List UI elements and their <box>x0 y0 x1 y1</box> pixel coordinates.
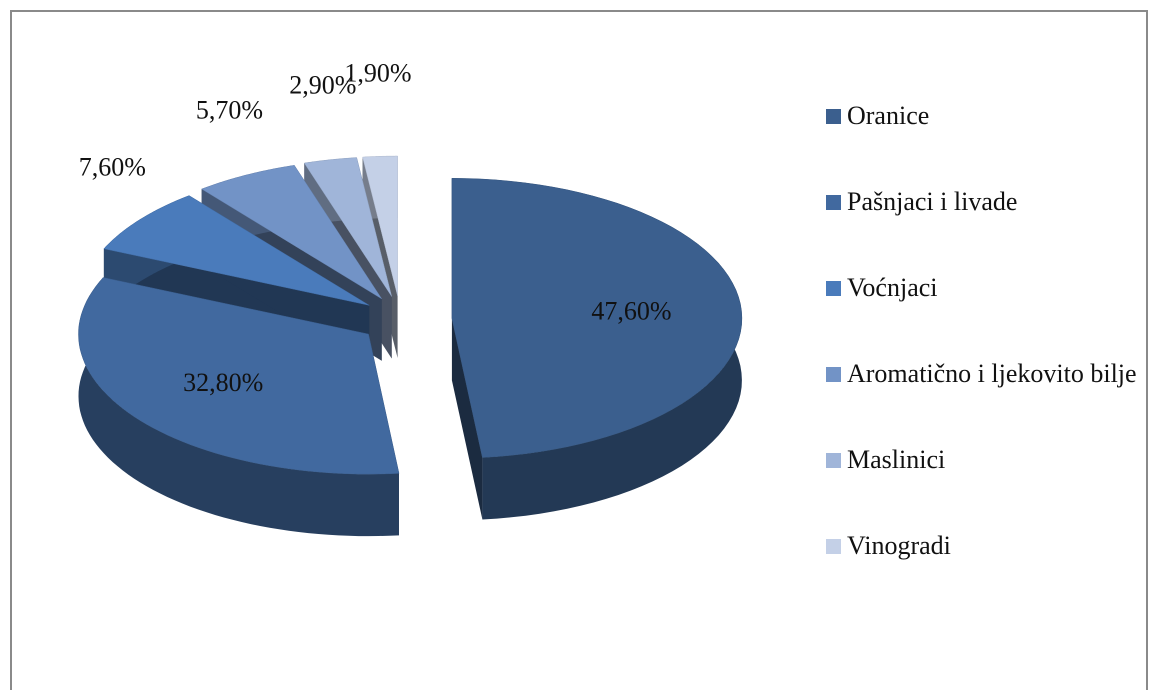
slice <box>78 277 400 475</box>
legend-swatch <box>826 109 841 124</box>
chart: 47,60% 32,80% 7,60% 5,70% 2,90%1,90% <box>78 59 743 537</box>
legend-item: Maslinici <box>826 444 1146 530</box>
legend-label: Vinogradi <box>847 531 951 560</box>
legend-swatch <box>826 453 841 468</box>
slice <box>303 157 392 297</box>
slice-outer-side <box>78 277 399 537</box>
legend-swatch <box>826 367 841 382</box>
data-label: 7,60% <box>79 152 146 181</box>
legend-swatch <box>826 281 841 296</box>
legend-item: Aromatično i ljekovito bilje <box>826 358 1146 444</box>
legend-item: Vinogradi <box>826 530 1146 616</box>
legend-item: Oranice <box>826 100 1146 186</box>
legend-label: Pašnjaci i livade <box>847 187 1018 216</box>
legend-label: Maslinici <box>847 445 946 474</box>
legend-item: Voćnjaci <box>826 272 1146 358</box>
slice <box>201 165 382 300</box>
data-label: 5,70% <box>196 95 263 124</box>
legend-label: Oranice <box>847 101 930 130</box>
legend-label: Voćnjaci <box>847 273 938 302</box>
slice <box>451 178 743 458</box>
slice <box>103 195 370 306</box>
data-label: 2,90% <box>289 70 356 99</box>
data-label: 32,80% <box>183 368 263 397</box>
data-label: 47,60% <box>591 297 671 326</box>
legend-swatch <box>826 539 841 554</box>
legend-item: Pašnjaci i livade <box>826 186 1146 272</box>
slice-radial-side <box>451 318 483 520</box>
slice <box>362 155 398 297</box>
legend-label: Aromatično i ljekovito bilje <box>847 359 1137 388</box>
chart-frame <box>10 10 1148 690</box>
data-label: 1,90% <box>344 59 411 88</box>
legend-swatch <box>826 195 841 210</box>
legend: Oranice Pašnjaci i livade Voćnjaci Aromatič… <box>826 100 1146 616</box>
